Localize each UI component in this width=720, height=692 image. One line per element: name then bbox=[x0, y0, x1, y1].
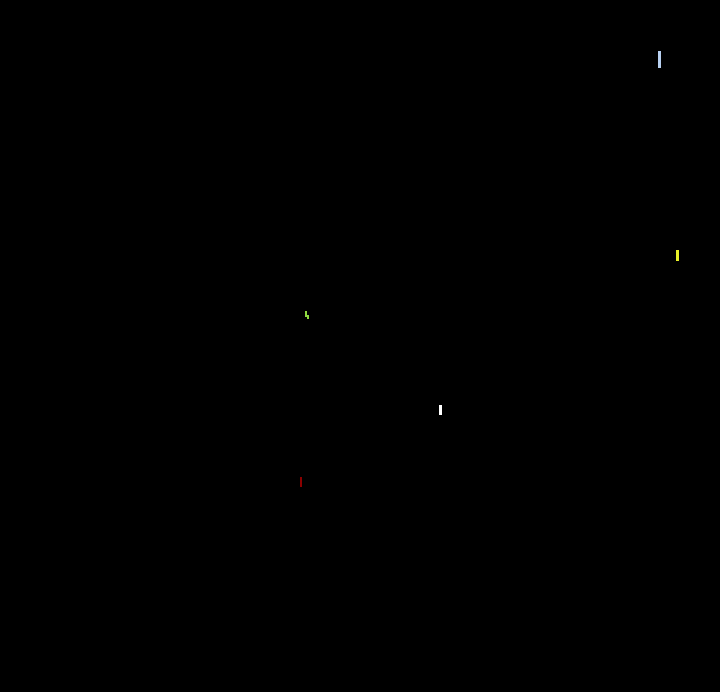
light-blue-caret-icon bbox=[658, 51, 661, 68]
white-caret-icon bbox=[439, 405, 442, 415]
green-glyph-icon bbox=[305, 311, 309, 319]
green-glyph-segment bbox=[305, 311, 307, 317]
green-glyph-segment bbox=[307, 315, 309, 319]
dark-red-caret-icon bbox=[300, 477, 302, 487]
yellow-caret-icon bbox=[676, 250, 679, 261]
